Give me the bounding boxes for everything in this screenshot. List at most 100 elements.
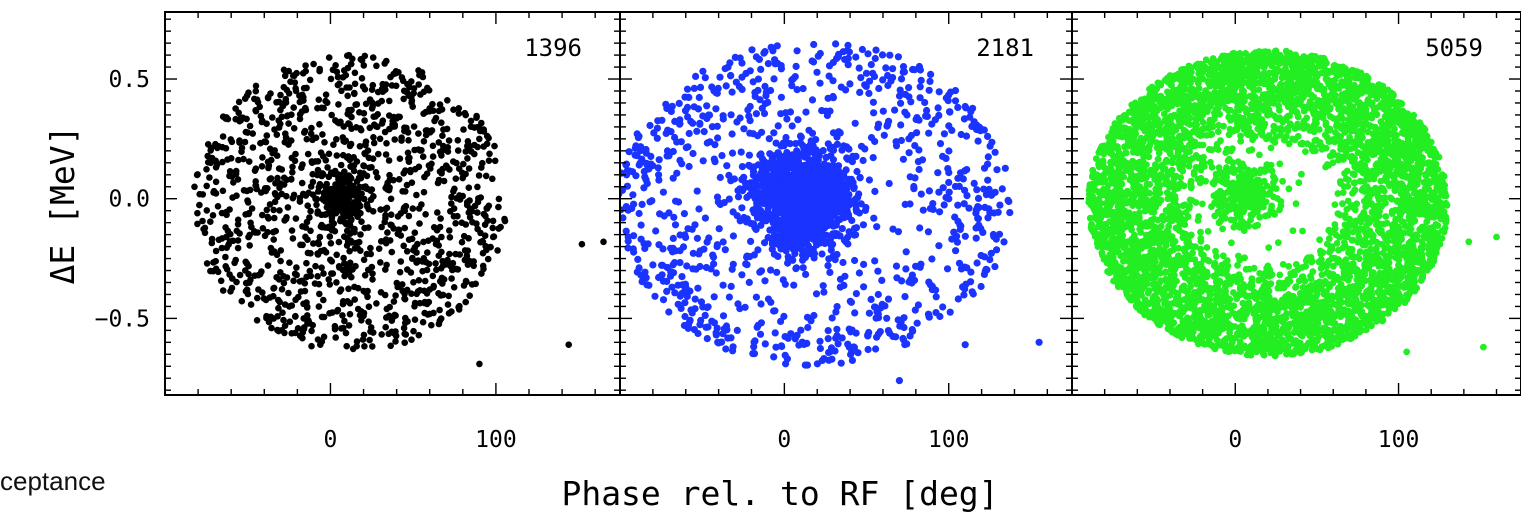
- data-point: [668, 283, 676, 291]
- data-point: [428, 160, 435, 168]
- data-point: [773, 42, 781, 50]
- data-point: [325, 54, 333, 61]
- data-point: [1279, 177, 1286, 185]
- data-point: [791, 156, 799, 164]
- data-point: [956, 221, 964, 229]
- data-point: [792, 62, 800, 70]
- data-point: [770, 353, 778, 361]
- data-point: [640, 240, 648, 248]
- data-point: [227, 136, 235, 143]
- data-point: [883, 314, 891, 322]
- data-point: [682, 233, 690, 241]
- data-point: [747, 185, 755, 193]
- data-point: [243, 260, 251, 267]
- data-point: [392, 312, 399, 319]
- data-point: [894, 53, 903, 61]
- data-point: [448, 200, 455, 207]
- data-point: [432, 240, 440, 248]
- data-point: [429, 272, 437, 280]
- data-point: [389, 121, 396, 128]
- data-point: [219, 287, 227, 294]
- data-point: [293, 264, 300, 271]
- data-point: [455, 105, 463, 112]
- data-point: [348, 113, 355, 121]
- data-point: [984, 153, 992, 161]
- data-point: [327, 75, 335, 83]
- data-point: [286, 259, 293, 267]
- data-point: [897, 99, 905, 107]
- data-point: [784, 253, 792, 261]
- data-point: [413, 249, 420, 256]
- data-point: [747, 237, 755, 245]
- data-point: [670, 213, 678, 221]
- data-point: [278, 113, 286, 121]
- data-point: [317, 149, 325, 156]
- data-point: [289, 235, 297, 242]
- data-point: [315, 183, 323, 191]
- data-point: [656, 210, 664, 218]
- data-point: [701, 311, 709, 319]
- data-point: [743, 253, 751, 261]
- data-point: [477, 229, 484, 237]
- data-point: [1202, 177, 1209, 185]
- data-point: [832, 308, 840, 316]
- data-point: [369, 276, 376, 283]
- data-point: [838, 225, 846, 233]
- data-point: [1285, 185, 1293, 193]
- data-point: [703, 335, 711, 343]
- data-point: [479, 238, 487, 246]
- x-tick-label: 0: [324, 427, 338, 453]
- data-point: [833, 332, 841, 340]
- data-point: [358, 75, 366, 82]
- data-point: [246, 122, 254, 130]
- data-point: [320, 333, 328, 341]
- data-point: [746, 67, 754, 75]
- data-point: [945, 188, 953, 196]
- data-point: [781, 280, 789, 288]
- data-point: [400, 95, 408, 103]
- data-point: [719, 238, 727, 246]
- data-point: [967, 108, 975, 116]
- data-point: [736, 185, 744, 193]
- data-point: [1240, 227, 1248, 235]
- data-point: [423, 170, 431, 177]
- data-point: [676, 259, 684, 267]
- data-point: [252, 165, 260, 172]
- data-point: [727, 334, 735, 342]
- data-point: [663, 287, 671, 295]
- data-point: [681, 286, 689, 294]
- data-point: [1270, 179, 1277, 187]
- data-point: [939, 184, 947, 192]
- data-point: [907, 131, 916, 140]
- data-point: [807, 317, 815, 325]
- data-point: [789, 75, 798, 83]
- data-point: [869, 98, 878, 106]
- data-point: [354, 284, 362, 292]
- data-point: [204, 159, 212, 166]
- data-point: [646, 121, 654, 130]
- data-point: [852, 224, 861, 232]
- data-point: [925, 187, 934, 195]
- data-point: [945, 195, 953, 203]
- data-point: [384, 229, 391, 236]
- data-point: [290, 191, 298, 199]
- data-point: [865, 309, 874, 317]
- data-point: [208, 235, 216, 243]
- data-point: [832, 40, 840, 48]
- data-point: [960, 200, 968, 208]
- data-point: [892, 262, 901, 270]
- data-point: [782, 215, 790, 223]
- data-point: [835, 50, 843, 59]
- data-point: [245, 89, 252, 96]
- data-point: [251, 272, 258, 280]
- data-point: [322, 183, 329, 190]
- data-point: [1230, 223, 1238, 231]
- data-point: [936, 208, 944, 216]
- data-point: [680, 210, 689, 218]
- data-point: [723, 162, 731, 170]
- data-point: [322, 91, 330, 98]
- data-point: [894, 228, 903, 236]
- data-point: [381, 291, 389, 299]
- data-point: [285, 120, 292, 127]
- data-point: [714, 134, 722, 142]
